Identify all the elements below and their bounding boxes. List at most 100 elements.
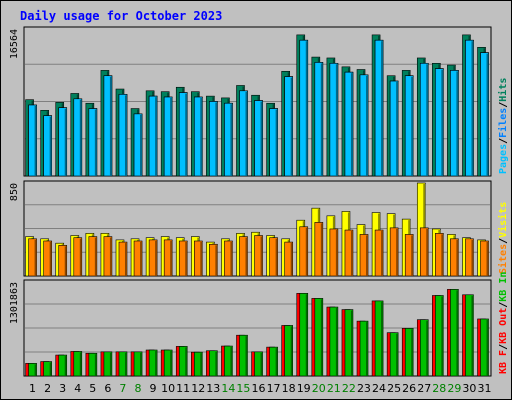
legend-item-3-3: KB Out [498, 308, 509, 344]
sites-bar-29 [450, 238, 459, 277]
sites-bar-2 [43, 240, 52, 277]
sites-bar-21 [329, 228, 339, 277]
kbin-bar-24 [374, 300, 384, 377]
day-label-4: 4 [74, 382, 81, 395]
kbin-bar-30 [465, 294, 474, 377]
pages-bar-2 [43, 115, 52, 177]
pages-bar-20-side [320, 63, 323, 176]
kbin-bar-7 [118, 351, 128, 377]
kbin-bar-16 [254, 351, 263, 377]
kbin-bar-7-side [124, 352, 127, 376]
panel-visits-sites: 850 Sites/Visits [9, 180, 509, 277]
kbin-bar-22 [344, 309, 354, 377]
day-label-3: 3 [59, 382, 66, 395]
pages-bar-21-side [335, 64, 338, 176]
day-label-29: 29 [447, 382, 461, 395]
pages-bar-16 [254, 100, 263, 177]
sites-bar-26 [404, 234, 414, 277]
sites-bar-7-side [124, 243, 127, 276]
sites-bar-25 [389, 227, 399, 277]
kbin-bar-3-side [64, 356, 67, 376]
day-label-18: 18 [282, 382, 296, 395]
pages-bar-9 [148, 95, 158, 177]
day-label-11: 11 [176, 382, 190, 395]
day-label-21: 21 [327, 382, 341, 395]
legend-item-1-3: Files [497, 108, 509, 138]
kbin-bar-9-side [155, 351, 158, 376]
day-label-2: 2 [44, 382, 51, 395]
pages-bar-10 [163, 96, 173, 177]
sites-bar-6 [103, 236, 113, 277]
sites-bar-13 [209, 243, 218, 277]
pages-bar-6 [103, 75, 113, 177]
sites-bar-22-side [350, 231, 353, 276]
kbin-bar-1 [28, 363, 37, 377]
day-label-25: 25 [387, 382, 401, 395]
pages-bar-23-side [366, 75, 369, 176]
pages-bar-27 [419, 62, 429, 177]
kbin-bar-31 [480, 318, 489, 377]
kbin-bar-13-side [215, 351, 218, 376]
sites-bar-3-side [64, 246, 67, 276]
day-label-31: 31 [477, 382, 491, 395]
kbin-bar-31-side [486, 319, 489, 376]
sites-bar-23-side [366, 235, 369, 276]
pages-bar-5-side [94, 109, 97, 176]
pages-bar-25 [389, 80, 399, 177]
sites-bar-11 [178, 240, 188, 277]
sites-bar-28-side [441, 234, 444, 276]
pages-bar-11 [178, 92, 188, 177]
pages-bar-31 [480, 52, 489, 177]
kbin-bar-25-side [396, 333, 399, 376]
sites-bar-14 [224, 240, 233, 277]
sites-bar-26-side [411, 235, 414, 276]
sites-bar-14-side [230, 241, 233, 276]
sites-bar-1 [28, 238, 37, 277]
day-label-17: 17 [267, 382, 281, 395]
sites-bar-21-side [335, 229, 338, 276]
pages-bar-12-side [200, 98, 203, 176]
pages-bar-6-side [109, 76, 112, 176]
pages-bar-29 [450, 70, 459, 177]
pages-bar-7-side [124, 95, 127, 176]
sites-bar-3 [58, 245, 68, 277]
kbin-bar-15 [239, 334, 248, 377]
pages-bar-26 [404, 75, 414, 177]
pages-bar-2-side [49, 116, 52, 176]
pages-bar-14-side [230, 104, 233, 176]
sites-bar-24-side [381, 231, 384, 276]
kbin-bar-9 [148, 349, 158, 377]
pages-bar-28-side [441, 69, 444, 176]
pages-bar-15-side [245, 91, 248, 176]
kbin-bar-29 [450, 289, 459, 377]
kbin-bar-2 [43, 361, 52, 377]
kbin-bar-5-side [94, 354, 97, 376]
sites-bar-29-side [456, 239, 459, 276]
pages-bar-28 [435, 68, 444, 177]
day-label-8: 8 [134, 382, 141, 395]
day-label-30: 30 [462, 382, 476, 395]
pages-bar-3 [58, 107, 68, 177]
legend-item-3-2: / [498, 344, 509, 350]
legend-item-1-4: / [498, 102, 509, 108]
sites-bar-10-side [170, 240, 173, 276]
day-labels: 1 2 3 4 5 6 7 8 9 10 11 12 13 14 15 16 17 18 19 20 21 22 23 24 2… [29, 382, 491, 395]
pages-bar-8 [133, 113, 143, 177]
kbin-bar-10 [163, 349, 173, 377]
pages-bar-19-side [305, 41, 308, 177]
pages-bar-30-side [471, 41, 474, 177]
day-label-9: 9 [150, 382, 157, 395]
kbin-bar-28 [435, 295, 444, 377]
legend-2: Sites/Visits [497, 202, 509, 274]
sites-bar-27-side [426, 228, 429, 276]
pages-bar-11-side [185, 93, 188, 176]
kbin-bar-19-side [305, 294, 308, 376]
sites-bar-20-side [320, 223, 323, 276]
kbin-bar-14-side [230, 347, 233, 376]
sites-bar-22 [344, 229, 354, 277]
sites-bar-16 [254, 235, 263, 277]
day-label-19: 19 [297, 382, 311, 395]
legend-3: KB F/KB Out/KB In [498, 272, 509, 374]
